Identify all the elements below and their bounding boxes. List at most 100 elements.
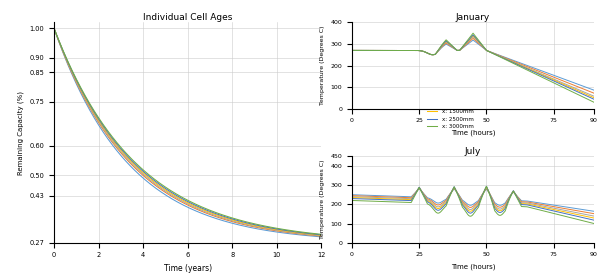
p: 1500mm: (4.59, 270): 1500mm: (4.59, 270) [361,49,368,52]
p: 3000mm: (90, 30): 3000mm: (90, 30) [590,101,598,104]
p: 500mm: (41.4, 285): 500mm: (41.4, 285) [460,45,467,49]
x: 1500mm: (12, 0.295): 1500mm: (12, 0.295) [318,234,325,237]
p: 500mm: (43.8, 184): 500mm: (43.8, 184) [466,206,473,209]
p: 3000mm: (70.9, 145): 3000mm: (70.9, 145) [539,76,546,79]
x: 500mm: (7.1, 0.363): 500mm: (7.1, 0.363) [209,214,216,217]
x: 100mm: (0, 1): 100mm: (0, 1) [50,27,58,30]
x: 100mm: (12, 0.29): 100mm: (12, 0.29) [318,235,325,239]
p: 1500mm: (87.4, 136): 1500mm: (87.4, 136) [584,215,591,218]
p: 1000mm: (43.8, 318): 1000mm: (43.8, 318) [466,38,473,42]
p: 1000mm: (50, 289): 1000mm: (50, 289) [483,186,490,189]
p: 3000mm: (43.8, 330): 3000mm: (43.8, 330) [466,36,473,39]
Line: x: 3000mm: x: 3000mm [54,28,322,234]
p: 100mm: (90, 86): 100mm: (90, 86) [590,88,598,92]
p: 2500mm: (43.8, 155): 2500mm: (43.8, 155) [466,211,473,215]
p: 1000mm: (87.4, 71.8): 1000mm: (87.4, 71.8) [583,92,590,95]
Line: p: 1500mm: p: 1500mm [352,187,594,218]
p: 2500mm: (87.4, 58.8): 2500mm: (87.4, 58.8) [583,94,590,98]
x: 2500mm: (10.9, 0.307): 2500mm: (10.9, 0.307) [293,230,300,234]
p: 2500mm: (4.59, 270): 2500mm: (4.59, 270) [361,49,368,52]
x: 500mm: (12, 0.292): 500mm: (12, 0.292) [318,234,325,238]
x: 2500mm: (10.1, 0.315): 2500mm: (10.1, 0.315) [276,228,283,231]
Line: x: 1000mm: x: 1000mm [54,28,322,236]
x: 2500mm: (7.14, 0.372): 2500mm: (7.14, 0.372) [209,211,217,214]
p: 100mm: (4.59, 270): 100mm: (4.59, 270) [361,49,368,52]
Title: January: January [456,13,490,21]
Line: x: 2500mm: x: 2500mm [54,28,322,235]
p: 100mm: (41.4, 218): 100mm: (41.4, 218) [460,199,467,203]
p: 100mm: (87.4, 98): 100mm: (87.4, 98) [583,86,590,89]
p: 2500mm: (41.4, 192): 2500mm: (41.4, 192) [460,204,467,208]
x: 3000mm: (10.1, 0.318): 3000mm: (10.1, 0.318) [276,227,283,230]
p: 500mm: (43.8, 312): 500mm: (43.8, 312) [466,40,473,43]
x: 1000mm: (7.14, 0.365): 1000mm: (7.14, 0.365) [209,213,217,217]
p: 500mm: (87.4, 84.7): 500mm: (87.4, 84.7) [584,89,591,92]
p: 3000mm: (0, 220): 3000mm: (0, 220) [349,199,356,202]
x: 100mm: (7.1, 0.357): 100mm: (7.1, 0.357) [209,216,216,219]
X-axis label: Time (hours): Time (hours) [451,129,495,136]
p: 100mm: (45, 318): 100mm: (45, 318) [469,39,476,42]
p: 1500mm: (90, 128): 1500mm: (90, 128) [590,217,598,220]
p: 100mm: (41.4, 283): 100mm: (41.4, 283) [460,46,467,49]
p: 100mm: (43.8, 195): 100mm: (43.8, 195) [466,204,473,207]
p: 1000mm: (90, 58): 1000mm: (90, 58) [590,95,598,98]
p: 2500mm: (0, 230): 2500mm: (0, 230) [349,197,356,200]
x: 100mm: (7.14, 0.356): 100mm: (7.14, 0.356) [209,216,217,219]
x: 3000mm: (0.0401, 0.992): 3000mm: (0.0401, 0.992) [51,29,58,32]
p: 1500mm: (45, 338): 1500mm: (45, 338) [469,34,476,37]
p: 3000mm: (43.8, 139): 3000mm: (43.8, 139) [466,215,473,218]
x: 500mm: (10.9, 0.301): 500mm: (10.9, 0.301) [293,232,300,235]
x: 3000mm: (7.1, 0.377): 3000mm: (7.1, 0.377) [209,210,216,213]
Line: x: 100mm: x: 100mm [54,28,322,237]
p: 1500mm: (43.8, 164): 1500mm: (43.8, 164) [466,210,473,213]
Line: p: 1500mm: p: 1500mm [352,36,594,98]
p: 500mm: (0, 270): 500mm: (0, 270) [349,49,356,52]
Line: p: 1000mm: p: 1000mm [352,187,594,216]
p: 2500mm: (43.8, 324): 2500mm: (43.8, 324) [466,37,473,40]
p: 1000mm: (45, 334): 1000mm: (45, 334) [469,35,476,38]
x: 1000mm: (0.0401, 0.992): 1000mm: (0.0401, 0.992) [51,29,58,32]
p: 3000mm: (41.4, 180): 3000mm: (41.4, 180) [460,206,467,210]
p: 100mm: (87.4, 169): 100mm: (87.4, 169) [583,208,590,212]
Line: p: 500mm: p: 500mm [352,39,594,93]
x: 2500mm: (0, 1): 2500mm: (0, 1) [50,27,58,30]
Line: p: 3000mm: p: 3000mm [352,186,594,223]
X-axis label: Time (hours): Time (hours) [451,263,495,270]
x: 100mm: (10.9, 0.298): 100mm: (10.9, 0.298) [293,233,300,236]
x: 1000mm: (10.9, 0.303): 1000mm: (10.9, 0.303) [293,231,300,235]
p: 3000mm: (50, 293): 3000mm: (50, 293) [483,185,490,188]
p: 2500mm: (87.4, 126): 2500mm: (87.4, 126) [584,217,591,220]
Line: p: 500mm: p: 500mm [352,188,594,214]
p: 1000mm: (70.9, 191): 1000mm: (70.9, 191) [539,204,546,208]
p: 500mm: (87.4, 158): 500mm: (87.4, 158) [584,211,591,214]
p: 100mm: (43.8, 306): 100mm: (43.8, 306) [466,41,473,44]
p: 1500mm: (90, 51): 1500mm: (90, 51) [590,96,598,99]
p: 100mm: (70.9, 205): 100mm: (70.9, 205) [539,202,546,205]
x: 1500mm: (10.1, 0.313): 1500mm: (10.1, 0.313) [276,229,283,232]
x: 1500mm: (10.9, 0.305): 1500mm: (10.9, 0.305) [293,231,300,234]
p: 3000mm: (90, 100): 3000mm: (90, 100) [590,222,598,225]
x: 1000mm: (0, 1): 1000mm: (0, 1) [50,27,58,30]
x: 1500mm: (7.1, 0.37): 1500mm: (7.1, 0.37) [209,212,216,215]
p: 500mm: (4.59, 243): 500mm: (4.59, 243) [361,194,368,198]
p: 1000mm: (70.9, 159): 1000mm: (70.9, 159) [539,73,546,76]
p: 100mm: (70.9, 174): 100mm: (70.9, 174) [539,69,546,73]
p: 1500mm: (87.4, 136): 1500mm: (87.4, 136) [583,215,590,218]
p: 1000mm: (0, 270): 1000mm: (0, 270) [349,49,356,52]
Legend: x: 100mm, x: 500mm, x: 1000mm, x: 1500mm, x: 2500mm, x: 3000mm: x: 100mm, x: 500mm, x: 1000mm, x: 1500mm… [427,87,474,129]
p: 500mm: (70.9, 166): 500mm: (70.9, 166) [539,71,546,74]
p: 1000mm: (87.4, 146): 1000mm: (87.4, 146) [584,213,591,217]
x: 500mm: (0.0401, 0.992): 500mm: (0.0401, 0.992) [51,29,58,32]
p: 1500mm: (43.8, 321): 1500mm: (43.8, 321) [466,38,473,41]
p: 100mm: (87.4, 169): 100mm: (87.4, 169) [584,208,591,212]
p: 100mm: (25, 281): 100mm: (25, 281) [416,187,423,190]
x: 3000mm: (7.14, 0.376): 3000mm: (7.14, 0.376) [209,210,217,213]
p: 2500mm: (87.4, 126): 2500mm: (87.4, 126) [583,217,590,220]
x: 500mm: (7.34, 0.357): 500mm: (7.34, 0.357) [214,216,221,219]
p: 2500mm: (0, 270): 2500mm: (0, 270) [349,49,356,52]
x: 2500mm: (7.34, 0.367): 2500mm: (7.34, 0.367) [214,213,221,216]
p: 1000mm: (87.4, 71.6): 1000mm: (87.4, 71.6) [584,92,591,95]
p: 3000mm: (87.4, 45.7): 3000mm: (87.4, 45.7) [583,97,590,100]
p: 2500mm: (45, 342): 2500mm: (45, 342) [469,33,476,37]
p: 1000mm: (4.59, 238): 1000mm: (4.59, 238) [361,195,368,199]
